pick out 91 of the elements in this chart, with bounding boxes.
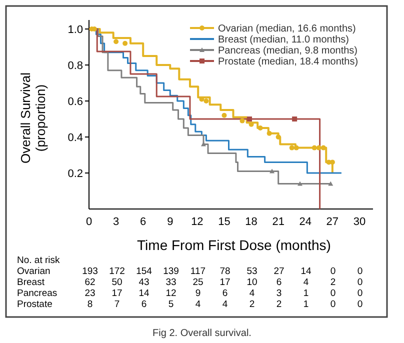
point — [114, 39, 119, 44]
text: 14 — [138, 288, 150, 299]
text: 5 — [168, 299, 174, 310]
text: 23 — [84, 288, 96, 299]
text: 12 — [166, 288, 176, 299]
y-tick-label: 0.4 — [68, 132, 83, 144]
category-label: Breast — [17, 277, 44, 288]
text: 53 — [246, 266, 258, 277]
text: 193 — [82, 266, 98, 277]
text: 3 — [276, 288, 282, 299]
text: 0 — [330, 288, 336, 299]
text: 50 — [112, 277, 122, 288]
x-tick-label: 24 — [299, 216, 312, 228]
text: 0 — [357, 288, 363, 299]
point — [328, 181, 334, 186]
text: 0 — [330, 266, 336, 277]
point — [204, 98, 209, 104]
point — [246, 116, 252, 122]
text: 1 — [303, 288, 309, 299]
text: 33 — [166, 277, 176, 288]
point — [297, 181, 302, 186]
text: 9 — [195, 288, 201, 299]
point — [122, 40, 128, 46]
point — [270, 168, 275, 174]
text: 7 — [114, 299, 120, 310]
text: 25 — [192, 277, 204, 288]
text: 8 — [87, 299, 93, 310]
x-tick-label: 9 — [167, 216, 174, 228]
x-tick-label: 0 — [86, 216, 92, 228]
x-tick-label: 27 — [326, 216, 339, 228]
x-tick-label: 6 — [140, 216, 146, 228]
point — [258, 126, 263, 130]
y-axis-title: Overall Survival (proportion) — [18, 72, 48, 164]
point — [316, 145, 322, 150]
legend-label: Pancreas (median, 9.8 months) — [218, 46, 358, 56]
x-tick-label: 15 — [218, 216, 230, 228]
y-tick-label: 0.2 — [68, 168, 83, 180]
text: 0 — [357, 299, 363, 310]
text: 4 — [222, 299, 228, 310]
point — [248, 122, 254, 127]
category-label: Ovarian — [17, 266, 50, 277]
x-axis-title: Time From First Dose (months) — [137, 237, 331, 253]
text: 17 — [112, 288, 122, 299]
legend-label: Breast (median, 11.0 months) — [218, 34, 349, 46]
x-tick-label: 12 — [191, 216, 204, 228]
y-tick-label: 0.6 — [68, 96, 83, 108]
legend-label: Ovarian (median, 16.6 months) — [218, 24, 356, 34]
text: 1 — [303, 299, 309, 310]
category-label: Prostate — [17, 299, 52, 310]
text: 2 — [276, 299, 282, 310]
text: 0 — [357, 266, 363, 277]
text: 62 — [84, 277, 96, 288]
y-tick-label: 0.8 — [68, 60, 83, 72]
text: 4 — [303, 277, 309, 288]
text: 27 — [274, 266, 284, 277]
text: 172 — [109, 266, 125, 277]
text: 2 — [249, 299, 255, 310]
point — [240, 118, 245, 124]
text: 117 — [190, 266, 206, 277]
text: 43 — [138, 277, 150, 288]
text: 139 — [163, 266, 179, 277]
y-tick-label: 1.0 — [68, 24, 83, 36]
text: 14 — [300, 266, 312, 277]
x-tick-label: 21 — [272, 216, 284, 228]
text: 6 — [222, 288, 228, 299]
x-tick-label: 18 — [245, 216, 258, 228]
text: 6 — [276, 277, 282, 288]
legend-label: Prostate (median, 18.4 months) — [218, 56, 358, 68]
text: 10 — [246, 277, 258, 288]
text: No. at risk — [17, 255, 60, 266]
text: 4 — [195, 299, 201, 310]
point — [320, 145, 326, 150]
text: 4 — [249, 288, 255, 299]
x-tick-label: 3 — [112, 216, 120, 228]
text: 78 — [220, 266, 230, 277]
point — [294, 145, 299, 150]
caption: Fig 2. Overall survival. — [152, 328, 252, 339]
x-tick-label: 30 — [353, 216, 366, 228]
text: 6 — [141, 299, 147, 310]
text: 2 — [330, 277, 336, 288]
point — [289, 145, 294, 150]
category-label: Pancreas — [17, 288, 58, 299]
text: 17 — [220, 277, 230, 288]
point — [312, 145, 317, 150]
text: 154 — [136, 266, 152, 277]
point — [266, 130, 272, 136]
point — [222, 112, 227, 118]
text: 0 — [357, 277, 363, 288]
point — [276, 134, 281, 140]
text: 0 — [330, 299, 336, 310]
point — [292, 116, 298, 122]
